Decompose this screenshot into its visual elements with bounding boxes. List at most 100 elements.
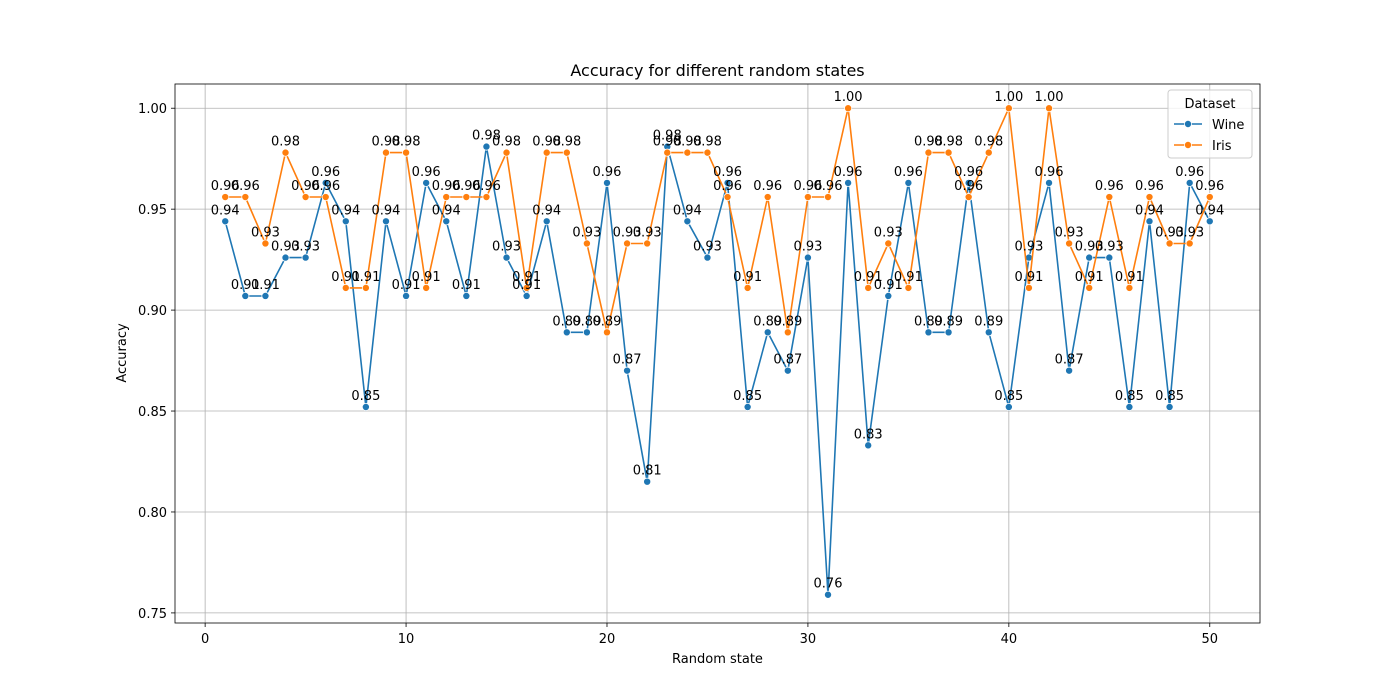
iris-data-point <box>824 193 833 202</box>
iris-data-point <box>864 283 873 292</box>
iris-data-point <box>602 328 611 337</box>
iris-data-point <box>562 148 571 157</box>
iris-data-point <box>803 193 812 202</box>
iris-data-label: 0.93 <box>874 225 903 240</box>
wine-data-label: 0.96 <box>894 165 923 180</box>
wine-data-point <box>1125 402 1134 411</box>
wine-data-label: 0.96 <box>954 165 983 180</box>
wine-data-point <box>301 253 310 262</box>
wine-data-label: 0.91 <box>512 278 541 293</box>
iris-data-point <box>422 283 431 292</box>
wine-data-point <box>502 253 511 262</box>
iris-data-label: 0.98 <box>934 135 963 150</box>
iris-data-point <box>542 148 551 157</box>
legend-item-wine: Wine <box>1174 118 1244 133</box>
wine-data-point <box>542 217 551 226</box>
x-tick-label: 30 <box>800 632 817 647</box>
iris-data-point <box>1024 283 1033 292</box>
iris-data-point <box>984 148 993 157</box>
legend-title: Dataset <box>1185 97 1236 112</box>
iris-data-label: 1.00 <box>834 90 863 105</box>
wine-data-point <box>422 178 431 187</box>
iris-data-point <box>241 193 250 202</box>
wine-data-point <box>803 253 812 262</box>
iris-data-label: 0.98 <box>271 135 300 150</box>
iris-data-label: 0.96 <box>713 179 742 194</box>
wine-data-label: 0.93 <box>1095 240 1124 255</box>
legend-box <box>1167 89 1253 159</box>
wine-data-label: 0.87 <box>773 353 802 368</box>
y-tick-label: 0.75 <box>138 607 167 622</box>
iris-data-label: 0.93 <box>633 225 662 240</box>
iris-data-label: 0.93 <box>613 225 642 240</box>
wine-data-label: 0.89 <box>934 314 963 329</box>
axis-ticks: 0 10 20 30 40 50 0.75 0.80 0.85 0.90 0.95 1.00 <box>138 102 1218 647</box>
wine-data-label: 0.93 <box>693 240 722 255</box>
iris-data-label: 0.96 <box>432 179 461 194</box>
iris-data-point <box>361 283 370 292</box>
wine-data-label: 0.94 <box>673 203 702 218</box>
wine-data-point <box>361 402 370 411</box>
iris-data-label: 0.91 <box>894 270 923 285</box>
iris-data-point <box>381 148 390 157</box>
y-tick-label: 0.95 <box>138 203 167 218</box>
iris-data-label: 0.91 <box>1115 270 1144 285</box>
wine-data-point <box>442 217 451 226</box>
wine-data-label: 0.91 <box>251 278 280 293</box>
wine-data-label: 0.85 <box>1155 389 1184 404</box>
iris-data-label: 1.00 <box>994 90 1023 105</box>
wine-data-label: 0.89 <box>974 314 1003 329</box>
wine-data-label: 0.94 <box>371 203 400 218</box>
iris-data-point <box>482 193 491 202</box>
wine-data-point <box>482 142 491 151</box>
iris-data-point <box>1065 239 1074 248</box>
wine-data-label: 0.94 <box>532 203 561 218</box>
legend-label-iris: Iris <box>1212 139 1232 154</box>
wine-data-label: 0.96 <box>593 165 622 180</box>
iris-data-point <box>341 283 350 292</box>
iris-data-point <box>221 193 230 202</box>
iris-data-label: 0.96 <box>793 179 822 194</box>
iris-data-label: 0.96 <box>231 179 260 194</box>
wine-data-point <box>1165 402 1174 411</box>
wine-data-label: 0.85 <box>733 389 762 404</box>
wine-data-label: 0.94 <box>1195 203 1224 218</box>
wine-data-label: 0.96 <box>713 165 742 180</box>
wine-data-label: 0.89 <box>552 314 581 329</box>
iris-data-label: 0.93 <box>1175 225 1204 240</box>
legend-item-iris: Iris <box>1174 139 1232 154</box>
iris-data-label: 0.96 <box>472 179 501 194</box>
iris-data-point <box>743 283 752 292</box>
iris-data-point <box>261 239 270 248</box>
wine-data-label: 0.85 <box>994 389 1023 404</box>
wine-data-label: 0.93 <box>492 240 521 255</box>
iris-data-label: 0.98 <box>974 135 1003 150</box>
iris-data-label: 0.91 <box>512 270 541 285</box>
x-tick-label: 0 <box>201 632 209 647</box>
x-tick-label: 40 <box>1001 632 1018 647</box>
chart-title: Accuracy for different random states <box>570 61 864 80</box>
iris-data-point <box>643 239 652 248</box>
iris-data-label: 0.93 <box>1155 225 1184 240</box>
iris-data-point <box>944 148 953 157</box>
series-iris <box>221 104 1214 337</box>
iris-data-label: 0.98 <box>552 135 581 150</box>
iris-data-point <box>663 148 672 157</box>
wine-data-label: 0.96 <box>834 165 863 180</box>
wine-data-label: 0.76 <box>814 577 843 592</box>
wine-data-point <box>1205 217 1214 226</box>
iris-data-label: 0.96 <box>1095 179 1124 194</box>
iris-data-label: 0.96 <box>1195 179 1224 194</box>
wine-data-point <box>984 328 993 337</box>
wine-data-point <box>623 366 632 375</box>
iris-data-point <box>723 193 732 202</box>
iris-data-label: 0.98 <box>673 135 702 150</box>
iris-data-point <box>763 193 772 202</box>
wine-data-point <box>864 441 873 450</box>
wine-data-label: 0.91 <box>392 278 421 293</box>
wine-data-point <box>261 291 270 300</box>
iris-data-point <box>924 148 933 157</box>
iris-data-point <box>683 148 692 157</box>
wine-data-point <box>462 291 471 300</box>
